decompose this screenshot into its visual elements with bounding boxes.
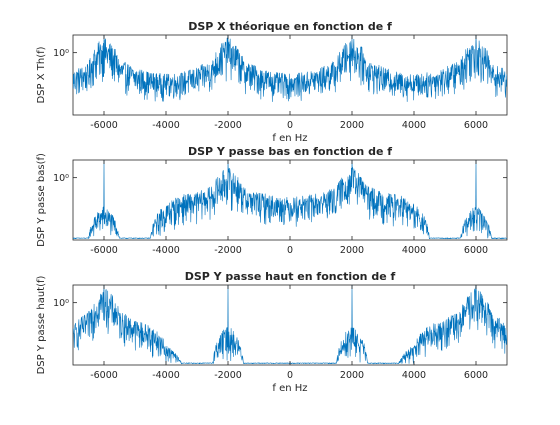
y-axis-label: DSP X Th(f) [36, 46, 47, 103]
x-tick-label: 6000 [464, 245, 488, 256]
x-tick-label: -6000 [90, 120, 118, 131]
x-tick-label: -2000 [214, 370, 242, 381]
x-tick-label: 4000 [402, 245, 426, 256]
x-axis-label: f en Hz [272, 133, 307, 144]
x-axis-label: f en Hz [272, 383, 307, 394]
x-tick-label: 4000 [402, 120, 426, 131]
x-tick-label: 2000 [340, 370, 364, 381]
y-tick-label: 10⁰ [53, 298, 69, 309]
x-tick-label: 6000 [464, 120, 488, 131]
x-tick-label: 2000 [340, 245, 364, 256]
x-tick-label: 2000 [340, 120, 364, 131]
x-tick-label: -4000 [152, 245, 180, 256]
subplot-1: -6000 -4000 -2000 0 2000 4000 6000 10⁰ DSP X thé… [36, 20, 507, 144]
x-tick-label: 4000 [402, 370, 426, 381]
x-tick-label: -6000 [90, 370, 118, 381]
y-tick-label: 10⁰ [53, 48, 69, 59]
x-tick-label: 0 [287, 120, 293, 131]
x-tick-label: -4000 [152, 370, 180, 381]
subplot-2: -6000 -4000 -2000 0 2000 4000 6000 10⁰ DSP Y pas… [36, 145, 507, 256]
x-tick-label: 6000 [464, 370, 488, 381]
chart-title: DSP Y passe haut en fonction de f [185, 270, 396, 283]
axes-box [73, 160, 507, 240]
x-tick-label: -4000 [152, 120, 180, 131]
x-tick-label: 0 [287, 370, 293, 381]
chart-title: DSP Y passe bas en fonction de f [188, 145, 392, 158]
x-tick-label: -2000 [214, 245, 242, 256]
y-axis-label: DSP Y passe haut(f) [36, 275, 47, 374]
x-tick-label: 0 [287, 245, 293, 256]
y-axis-label: DSP Y passe bas(f) [36, 153, 47, 247]
x-tick-label: -2000 [214, 120, 242, 131]
subplot-3: -6000 -4000 -2000 0 2000 4000 6000 10⁰ DSP Y pas… [36, 270, 507, 394]
y-tick-label: 10⁰ [53, 173, 69, 184]
chart-title: DSP X théorique en fonction de f [188, 20, 392, 33]
x-tick-label: -6000 [90, 245, 118, 256]
